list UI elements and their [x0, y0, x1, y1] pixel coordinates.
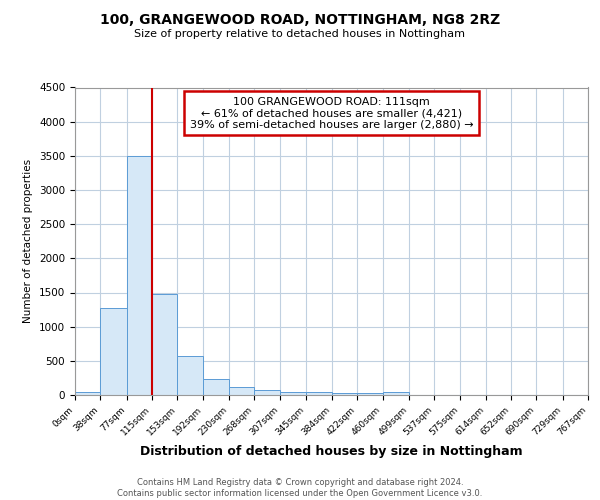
Text: Size of property relative to detached houses in Nottingham: Size of property relative to detached ho…	[134, 29, 466, 39]
Bar	[100, 308, 127, 395]
Bar	[152, 294, 178, 395]
Text: 100 GRANGEWOOD ROAD: 111sqm
← 61% of detached houses are smaller (4,421)
39% of : 100 GRANGEWOOD ROAD: 111sqm ← 61% of det…	[190, 96, 473, 130]
Bar	[306, 392, 332, 395]
Bar	[254, 390, 280, 395]
Bar	[203, 378, 229, 395]
Bar	[127, 156, 152, 395]
Bar	[357, 392, 383, 395]
Bar	[75, 392, 100, 395]
Bar	[332, 392, 357, 395]
Y-axis label: Number of detached properties: Number of detached properties	[23, 159, 34, 324]
X-axis label: Distribution of detached houses by size in Nottingham: Distribution of detached houses by size …	[140, 445, 523, 458]
Text: Contains HM Land Registry data © Crown copyright and database right 2024.
Contai: Contains HM Land Registry data © Crown c…	[118, 478, 482, 498]
Bar	[178, 356, 203, 395]
Text: 100, GRANGEWOOD ROAD, NOTTINGHAM, NG8 2RZ: 100, GRANGEWOOD ROAD, NOTTINGHAM, NG8 2R…	[100, 12, 500, 26]
Bar	[229, 387, 254, 395]
Bar	[383, 392, 409, 395]
Bar	[280, 392, 306, 395]
